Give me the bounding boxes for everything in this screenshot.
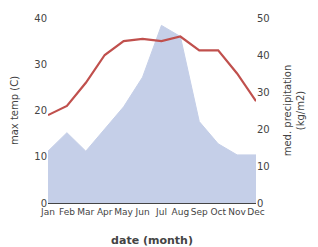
- svg-text:30: 30: [257, 87, 270, 98]
- svg-text:Feb: Feb: [59, 207, 75, 217]
- svg-text:Sep: Sep: [191, 207, 208, 217]
- svg-text:med. precipitation(kg/m2): med. precipitation(kg/m2): [282, 65, 306, 157]
- svg-text:20: 20: [257, 124, 270, 135]
- svg-text:Jul: Jul: [155, 207, 167, 217]
- svg-text:max temp (C): max temp (C): [9, 76, 20, 145]
- svg-text:Nov: Nov: [228, 207, 246, 217]
- svg-text:0: 0: [257, 198, 263, 209]
- svg-text:Dec: Dec: [247, 207, 264, 217]
- svg-text:50: 50: [257, 13, 270, 24]
- svg-text:Oct: Oct: [210, 207, 226, 217]
- svg-text:Apr: Apr: [97, 207, 113, 217]
- svg-text:date (month): date (month): [111, 234, 193, 247]
- svg-text:40: 40: [34, 13, 47, 24]
- svg-text:May: May: [114, 207, 133, 217]
- svg-text:10: 10: [257, 161, 270, 172]
- svg-text:0: 0: [41, 198, 47, 209]
- svg-text:Mar: Mar: [77, 207, 94, 217]
- svg-text:30: 30: [34, 59, 47, 70]
- svg-text:20: 20: [34, 105, 47, 116]
- svg-text:40: 40: [257, 50, 270, 61]
- svg-text:10: 10: [34, 151, 47, 162]
- svg-text:Jan: Jan: [40, 207, 55, 217]
- svg-text:Aug: Aug: [172, 207, 190, 217]
- svg-text:Jun: Jun: [135, 207, 150, 217]
